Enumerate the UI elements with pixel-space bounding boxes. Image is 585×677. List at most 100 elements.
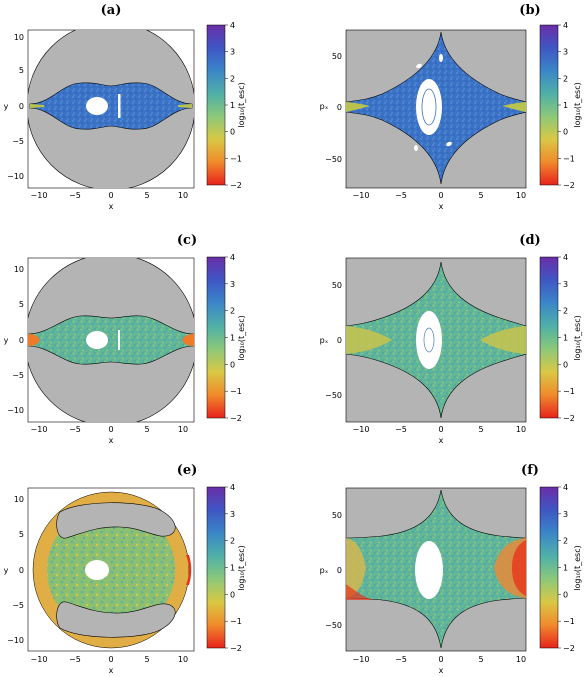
tick-label: −5 (395, 425, 407, 434)
tick-label: 0 (108, 425, 113, 434)
panel-label: (f) (521, 463, 539, 478)
tick-label: −10 (7, 636, 24, 645)
colorbar-tick-label: 0 (230, 128, 235, 137)
tick-label: −10 (353, 425, 370, 434)
x-axis-label: x (439, 202, 444, 211)
x-ticks-c: −10 −5 0 5 10 (31, 425, 189, 434)
colorbar-tick-label: 4 (563, 253, 568, 262)
x-ticks-e: −10 −5 0 5 10 (31, 655, 189, 664)
tick-label: 0 (438, 425, 443, 434)
tick-label: 50 (332, 511, 342, 520)
escape-lobe-left (346, 326, 392, 354)
y-axis-label: pₓ (320, 336, 329, 345)
colorbar-tick-label: −2 (230, 414, 242, 423)
stability-island (86, 331, 108, 349)
colorbar-tick-label: 1 (230, 564, 235, 573)
tick-label: 0 (19, 566, 24, 575)
tick-label: 10 (14, 33, 24, 42)
tick-label: 10 (516, 655, 526, 664)
forbidden-region-top (56, 502, 176, 539)
tick-label: −5 (12, 137, 24, 146)
colorbar-scale (539, 24, 559, 186)
colorbar-tick-label: 1 (563, 564, 568, 573)
forbidden-region-bottom (56, 601, 176, 638)
tick-label: 10 (178, 655, 188, 664)
colorbar-a: log₁₀(t_esc) 4 3 2 1 0 −1 −2 (206, 21, 246, 190)
tick-label: 5 (19, 66, 24, 75)
colorbar-f: log₁₀(t_esc) 4 3 2 1 0 −1 −2 (539, 483, 582, 653)
tick-label: 5 (144, 191, 149, 200)
stability-island (414, 145, 418, 151)
stability-island (439, 54, 443, 62)
tick-label: 5 (144, 655, 149, 664)
y-axis-label: pₓ (320, 102, 329, 111)
x-ticks-b: −10 −5 0 5 10 (353, 191, 527, 200)
colorbar-tick-label: 1 (230, 101, 235, 110)
escape-channel-right (178, 104, 192, 108)
colorbar-tick-label: 2 (563, 74, 568, 83)
colorbar-tick-label: −1 (563, 617, 575, 626)
stability-island (415, 541, 443, 599)
colorbar-tick-label: −1 (230, 154, 242, 163)
tick-label: −10 (31, 655, 48, 664)
colorbar-tick-label: 2 (563, 537, 568, 546)
colorbar-scale (539, 486, 559, 649)
escape-lobe-right (480, 326, 526, 354)
allowed-region (28, 315, 194, 365)
colorbar-tick-label: 3 (230, 48, 235, 57)
y-ticks-c: 10 5 0 −5 −10 (7, 265, 24, 415)
escape-channel-left (28, 334, 40, 346)
tick-label: 10 (14, 495, 24, 504)
colorbar-label: log₁₀(t_esc) (237, 315, 246, 360)
colorbar-b: log₁₀(t_esc) 4 3 2 1 0 −1 −2 (539, 21, 582, 190)
tick-label: 50 (332, 281, 342, 290)
colorbar-tick-label: −2 (230, 181, 242, 190)
colorbar-tick-label: 3 (230, 280, 235, 289)
colorbar-tick-label: 4 (230, 253, 235, 262)
tick-label: 5 (478, 655, 483, 664)
y-axis-label: y (4, 566, 9, 575)
panel-a: (a) −10 −5 0 5 10 10 5 0 −5 −10 x y log₁… (4, 3, 246, 211)
invariant-curve (421, 88, 437, 126)
colorbar-tick-label: 3 (563, 48, 568, 57)
tick-label: −5 (69, 425, 81, 434)
tick-label: 5 (19, 530, 24, 539)
tick-label: 5 (19, 300, 24, 309)
y-ticks-b: 50 0 −50 (325, 52, 342, 164)
y-axis-label: y (4, 336, 9, 345)
colorbar-tick-label: 0 (563, 590, 568, 599)
tick-label: 50 (332, 52, 342, 61)
tick-label: 0 (19, 336, 24, 345)
x-axis-label: x (109, 202, 114, 211)
colorbar-tick-label: 2 (230, 74, 235, 83)
x-axis-label: x (439, 436, 444, 445)
escape-channel-right (502, 102, 526, 112)
stability-island (118, 94, 121, 118)
tick-label: 10 (178, 191, 188, 200)
allowed-region (47, 506, 175, 634)
colorbar-tick-label: 3 (563, 510, 568, 519)
escape-channel-right (186, 555, 192, 585)
panel-e: (e) −10 −5 0 5 10 10 5 0 −5 −10 x y (4, 463, 246, 675)
tick-label: 0 (337, 336, 342, 345)
y-ticks-f: 50 0 −50 (325, 511, 342, 630)
tick-label: −10 (31, 191, 48, 200)
tick-label: −10 (31, 425, 48, 434)
tick-label: −10 (7, 406, 24, 415)
tick-label: 10 (516, 425, 526, 434)
colorbar-tick-label: 2 (230, 307, 235, 316)
invariant-curve (423, 327, 435, 353)
panel-label: (e) (177, 463, 198, 478)
tick-label: −50 (325, 621, 342, 630)
colorbar-label: log₁₀(t_esc) (237, 545, 246, 590)
panel-d: (d) −10 −5 0 5 10 50 0 −50 x pₓ log₁₀(t_… (320, 233, 582, 445)
panel-b: (b) −10 −5 0 5 10 50 0 −50 x pₓ log (320, 3, 582, 211)
escape-lobe-left (346, 538, 366, 598)
colorbar-tick-label: −2 (563, 414, 575, 423)
y-ticks-a: 10 5 0 −5 −10 (7, 33, 24, 181)
colorbar-d: log₁₀(t_esc) 4 3 2 1 0 −1 −2 (539, 253, 582, 423)
colorbar-tick-label: 4 (563, 483, 568, 492)
tick-label: 0 (108, 655, 113, 664)
colorbar-tick-label: 0 (230, 590, 235, 599)
colorbar-scale (206, 256, 226, 419)
